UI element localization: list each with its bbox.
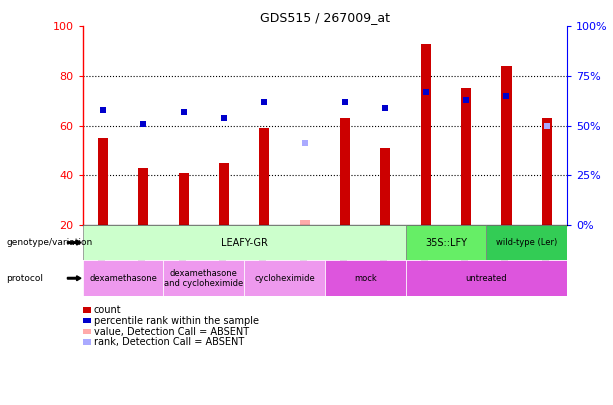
Point <box>340 98 350 105</box>
Text: 35S::LFY: 35S::LFY <box>425 238 467 247</box>
Bar <box>83 225 406 260</box>
Bar <box>244 260 325 296</box>
Text: mock: mock <box>354 274 376 283</box>
Text: dexamethasone: dexamethasone <box>89 274 157 283</box>
Bar <box>325 260 406 296</box>
Point <box>381 104 390 111</box>
Point <box>421 89 431 95</box>
Text: genotype/variation: genotype/variation <box>6 238 93 247</box>
Point <box>300 140 310 147</box>
Point <box>259 98 269 105</box>
Bar <box>486 225 567 260</box>
Bar <box>340 118 350 225</box>
Point <box>139 120 148 127</box>
Point <box>501 93 511 99</box>
Title: GDS515 / 267009_at: GDS515 / 267009_at <box>260 11 390 24</box>
Bar <box>178 173 189 225</box>
Bar <box>139 168 148 225</box>
Text: protocol: protocol <box>6 274 43 283</box>
Text: untreated: untreated <box>465 274 507 283</box>
Bar <box>381 148 390 225</box>
Text: cycloheximide: cycloheximide <box>254 274 315 283</box>
Point <box>179 109 189 115</box>
Bar <box>259 128 269 225</box>
Bar <box>164 260 244 296</box>
Text: value, Detection Call = ABSENT: value, Detection Call = ABSENT <box>94 326 249 337</box>
Point <box>461 96 471 103</box>
Bar <box>83 260 164 296</box>
Bar <box>406 260 567 296</box>
Bar <box>421 44 431 225</box>
Bar <box>300 220 310 225</box>
Point <box>219 114 229 121</box>
Bar <box>406 225 486 260</box>
Point <box>98 107 108 113</box>
Text: wild-type (Ler): wild-type (Ler) <box>496 238 557 247</box>
Bar <box>461 88 471 225</box>
Text: LEAFY-GR: LEAFY-GR <box>221 238 268 247</box>
Point <box>542 122 552 129</box>
Text: rank, Detection Call = ABSENT: rank, Detection Call = ABSENT <box>94 337 244 347</box>
Bar <box>542 118 552 225</box>
Text: dexamethasone
and cycloheximide: dexamethasone and cycloheximide <box>164 269 243 288</box>
Text: count: count <box>94 305 121 315</box>
Bar <box>501 66 511 225</box>
Bar <box>98 138 108 225</box>
Text: percentile rank within the sample: percentile rank within the sample <box>94 316 259 326</box>
Bar <box>219 163 229 225</box>
